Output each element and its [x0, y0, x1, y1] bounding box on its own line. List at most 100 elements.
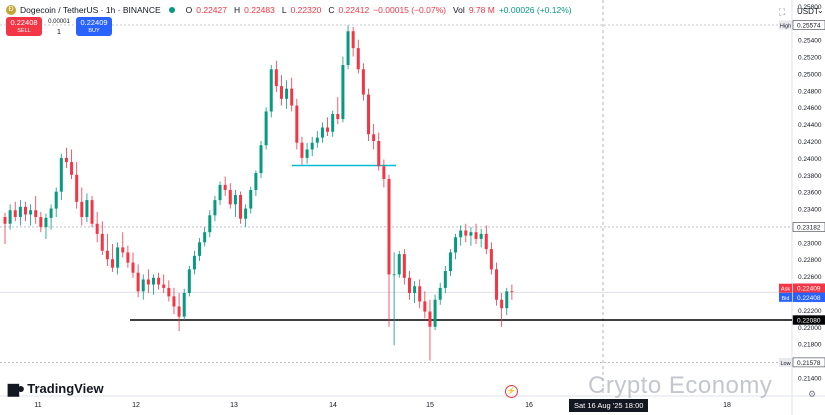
price-tick-label: 0.22200 — [798, 308, 822, 315]
price-marker-tag: High — [780, 23, 791, 29]
candle — [182, 288, 186, 321]
sell-button[interactable]: 0.22408 SELL — [6, 17, 42, 36]
candle — [167, 280, 171, 302]
candle — [39, 211, 43, 233]
chevron-down-icon[interactable]: ⌄ — [817, 6, 824, 15]
candle-body — [402, 254, 406, 278]
ohlc-change: −0.00015 (−0.07%) — [373, 5, 446, 15]
time-tick-label: 11 — [34, 402, 41, 409]
ohlc-close-label: C — [328, 5, 335, 15]
candle-body — [95, 223, 99, 234]
candle-body — [464, 230, 468, 236]
crosshair-time-badge: Sat 16 Aug '25 18:00 — [569, 399, 649, 412]
ohlc-low-label: L — [281, 5, 287, 15]
quantity-box[interactable]: 0.00001 1 — [45, 18, 73, 36]
candle — [151, 274, 155, 295]
candle — [18, 200, 22, 226]
candle — [320, 122, 324, 143]
candle-body — [131, 262, 135, 273]
candle-body — [213, 200, 217, 216]
price-tick-label: 0.21800 — [798, 342, 822, 349]
ohlc-high-label: H — [233, 5, 241, 15]
candle-body — [326, 127, 330, 132]
candle — [3, 212, 7, 245]
price-marker-tag: Low — [780, 361, 790, 367]
price-tick-label: 0.25200 — [798, 55, 822, 62]
candle — [433, 294, 437, 331]
symbol-legend: Ð Dogecoin / TetherUS · 1h · BINANCE O 0.… — [6, 5, 572, 15]
candle-body — [300, 142, 304, 158]
candle — [382, 159, 386, 188]
symbol-title[interactable]: Dogecoin / TetherUS · 1h · BINANCE — [20, 5, 161, 15]
candle-body — [228, 189, 232, 205]
sell-label: SELL — [17, 28, 31, 34]
candle-body — [484, 233, 488, 250]
candle — [70, 149, 74, 180]
candle — [295, 98, 299, 150]
candle-body — [54, 191, 58, 209]
tradingview-mark-icon: ▆● — [8, 380, 25, 396]
tradingview-logo[interactable]: ▆● TradingView — [8, 380, 104, 397]
candle-body — [479, 233, 483, 239]
candle — [213, 195, 217, 222]
lightning-icon[interactable]: ⚡ — [505, 385, 518, 398]
candle — [274, 60, 278, 93]
candle-body — [433, 299, 437, 327]
candle-body — [34, 210, 38, 217]
candle-body — [285, 88, 289, 99]
time-axis[interactable]: 11 12 13 14 15 16 18 — [34, 402, 731, 409]
candle-body — [361, 69, 365, 95]
candle-body — [177, 306, 181, 317]
candle — [459, 225, 463, 246]
watermark: Crypto Economy — [588, 372, 773, 399]
candle-body — [336, 113, 340, 120]
candle — [413, 281, 417, 304]
fullscreen-icon[interactable]: ⛶ — [779, 7, 786, 17]
price-tick-label: 0.25800 — [798, 4, 822, 11]
candle — [131, 252, 135, 278]
candle-body — [443, 271, 447, 288]
candle-body — [192, 255, 196, 270]
candle — [474, 223, 478, 245]
candle — [146, 269, 150, 293]
candle-body — [469, 232, 473, 236]
candle-body — [80, 201, 84, 217]
candle — [500, 292, 504, 327]
currency-selector[interactable]: USDT — [797, 7, 819, 16]
candle-body — [249, 189, 253, 209]
candle-body — [59, 157, 63, 192]
candle-body — [18, 206, 22, 217]
price-tick-label: 0.21400 — [798, 375, 822, 382]
price-axis[interactable]: 0.258000.256000.254000.252000.250000.248… — [779, 4, 825, 383]
candle-body — [454, 237, 458, 253]
candle — [495, 262, 499, 306]
gear-icon[interactable]: ⚙ — [808, 389, 817, 399]
buy-button[interactable]: 0.22409 BUY — [76, 17, 112, 36]
price-tick-label: 0.25400 — [798, 38, 822, 45]
candle — [443, 265, 447, 293]
ohlc-close: 0.22412 — [338, 5, 370, 15]
candle-body — [64, 157, 68, 163]
candle-body — [418, 286, 422, 302]
candle — [387, 174, 391, 327]
candle — [244, 204, 248, 228]
candle-body — [495, 269, 499, 300]
candle — [269, 65, 273, 118]
price-marker-tag: Ask — [781, 287, 790, 293]
candle — [326, 117, 330, 136]
price-tick-label: 0.24400 — [798, 122, 822, 129]
candle — [116, 242, 120, 275]
trade-panel: 0.22408 SELL 0.00001 1 0.22409 BUY — [6, 17, 112, 36]
candle-body — [244, 208, 248, 219]
candle — [479, 228, 483, 248]
candle-body — [377, 141, 381, 167]
candle-body — [397, 254, 401, 275]
candle-body — [44, 217, 48, 228]
candle-body — [341, 65, 345, 120]
candle-body — [111, 259, 115, 268]
candle — [259, 141, 263, 179]
time-tick-label: 14 — [329, 402, 337, 409]
candle — [218, 181, 222, 206]
ohlc-open-label: O — [185, 5, 193, 15]
